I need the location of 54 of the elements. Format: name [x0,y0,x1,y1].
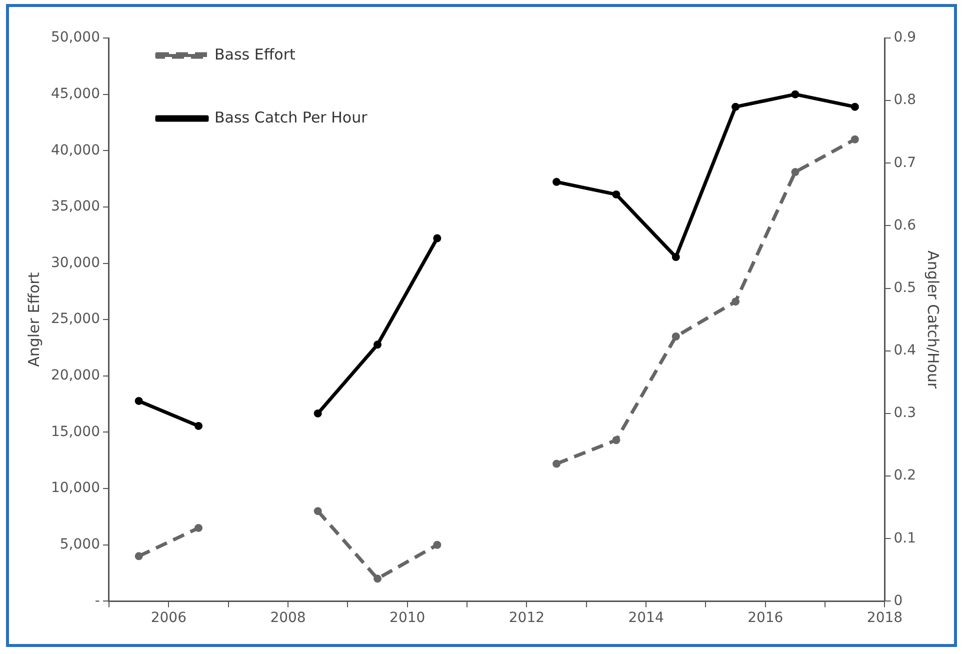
x-tick-label: 2018 [866,610,903,626]
x-tick-label: 2006 [150,610,187,626]
point [134,396,143,405]
point [672,253,680,262]
y2-tick-label: 0.5 [894,280,916,296]
point [672,332,680,340]
point [791,90,800,98]
y-tick-label: 30,000 [50,254,100,271]
point [850,135,859,144]
x-tick-label: 2010 [390,610,426,626]
x-tick-label: 2008 [270,610,306,626]
point [134,552,143,560]
point [433,540,442,549]
y-axis-title: Angler Effort [24,272,43,367]
point [732,298,740,306]
legend-label: Bass Catch Per Hour [214,108,368,126]
y2-tick-label: 0.7 [894,154,916,171]
y2-axis-title: Angler Catch/Hour [924,250,942,390]
point [194,524,202,532]
y-tick-label: 20,000 [50,368,100,384]
point [612,436,620,444]
legend-label: Bass Effort [214,45,296,64]
y-tick-label: 40,000 [50,142,100,158]
point [374,574,382,583]
point [314,507,322,516]
y-tick-label: 25,000 [50,311,100,328]
point [194,422,202,430]
point [552,460,561,468]
y2-tick-label: 0.8 [894,92,916,108]
point [314,409,322,418]
point [552,178,561,186]
y-tick-label: 35,000 [50,198,100,215]
point [850,102,859,111]
point [374,340,382,349]
y2-tick-label: 0.4 [894,342,916,359]
y-tick-label: 15,000 [50,424,100,440]
y2-tick-label: 0.6 [894,217,916,234]
y-tick-label: 5,000 [60,536,100,553]
y-tick-label: 10,000 [50,480,100,496]
y-tick-label: 50,000 [50,30,100,46]
point [732,102,740,111]
y-tick-label: - [94,592,100,609]
x-tick-label: 2012 [508,610,545,626]
x-tick-label: 2016 [748,610,784,626]
y2-tick-label: 0.3 [894,405,916,422]
point [433,234,442,242]
y2-tick-label: 0.9 [894,30,916,46]
y-tick-label: 45,000 [50,86,100,102]
y2-tick-label: 0 [894,592,903,609]
point [612,190,620,198]
x-tick-label: 2014 [628,610,664,626]
point [791,168,800,176]
y2-tick-label: 0.2 [894,468,916,484]
y2-tick-label: 0.1 [894,530,916,546]
